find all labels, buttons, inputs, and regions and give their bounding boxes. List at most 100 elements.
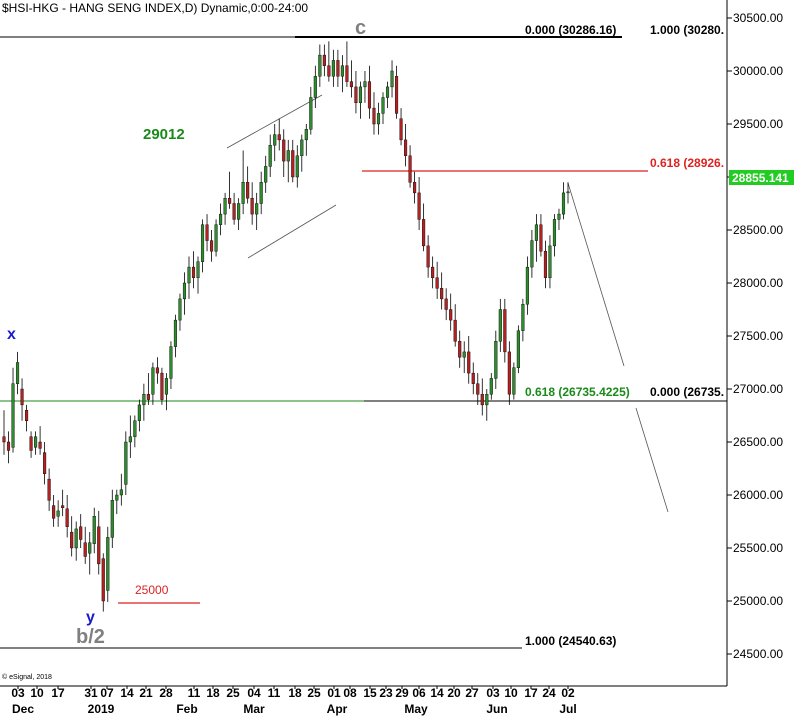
candle	[259, 171, 263, 215]
x-day-label: 03	[486, 686, 500, 700]
candle-body	[61, 505, 65, 508]
candle	[268, 134, 272, 177]
candle	[507, 341, 511, 405]
candle	[349, 60, 353, 98]
candle	[494, 330, 498, 389]
candle	[110, 489, 114, 548]
candle-body	[142, 394, 146, 406]
candle-body	[155, 367, 159, 374]
candle	[489, 373, 493, 400]
candle-body	[422, 219, 426, 247]
x-day-label: 14	[120, 686, 134, 700]
x-day-label: 11	[188, 686, 201, 700]
candle	[485, 389, 489, 421]
candle-body	[543, 250, 547, 278]
y-tick-label: 26000.00	[733, 488, 783, 502]
candle-body	[561, 192, 566, 215]
candle-body	[228, 197, 232, 204]
candle-body	[440, 288, 444, 300]
x-day-label: 17	[524, 686, 538, 700]
candle-body	[417, 192, 421, 220]
candle	[503, 298, 507, 363]
candle	[228, 171, 232, 209]
candle-body	[119, 489, 123, 496]
candle	[74, 521, 78, 561]
candle	[88, 532, 92, 575]
candle	[512, 362, 516, 400]
candle	[422, 203, 426, 252]
candle	[164, 373, 168, 411]
candle	[223, 192, 227, 225]
candle	[146, 373, 150, 405]
candle-body	[548, 245, 552, 278]
candle-body	[372, 107, 376, 125]
y-tick-label: 29500.00	[733, 117, 783, 131]
candle-body	[6, 441, 11, 451]
candle	[543, 240, 547, 289]
candle	[376, 102, 381, 135]
y-tick-label: 24500.00	[733, 647, 783, 661]
candle-body	[534, 224, 538, 241]
candle	[304, 124, 308, 156]
x-day-label: 24	[542, 686, 556, 700]
candle-body	[327, 65, 331, 77]
candle-body	[476, 383, 480, 395]
candle-body	[43, 452, 47, 475]
candle	[372, 92, 376, 135]
candle	[322, 44, 326, 77]
candle-body	[160, 372, 164, 400]
x-day-label: 20	[447, 686, 461, 700]
candle	[187, 256, 191, 299]
candle	[20, 378, 24, 421]
candle	[435, 261, 439, 299]
candle-body	[313, 76, 317, 98]
candle	[155, 357, 159, 384]
candle-body	[390, 70, 394, 88]
candle-body	[431, 266, 435, 278]
candle	[390, 60, 394, 98]
candle	[277, 118, 281, 151]
candle	[264, 155, 268, 193]
candle-body	[467, 351, 471, 374]
candle	[453, 304, 457, 347]
candle-body	[2, 436, 6, 443]
candle-body	[173, 319, 178, 347]
last-price-label: 28855.141	[732, 171, 789, 185]
candle-body	[15, 362, 20, 384]
candle-body	[408, 155, 412, 183]
candle-body	[336, 60, 340, 77]
candle	[313, 65, 317, 109]
candle-body	[191, 266, 196, 278]
candle-body	[286, 150, 290, 162]
candle-body	[273, 134, 277, 146]
candle-body	[214, 224, 218, 252]
x-month-label: Dec	[12, 702, 34, 716]
y-tick-label: 28000.00	[733, 276, 783, 290]
x-month-label: May	[404, 702, 428, 716]
candle	[552, 214, 557, 257]
x-month-label: Jul	[559, 702, 576, 716]
candle	[178, 293, 182, 331]
candle	[273, 124, 277, 162]
candle-body	[25, 410, 29, 422]
candle-body	[404, 139, 408, 156]
candle	[101, 553, 105, 612]
candle	[449, 293, 453, 331]
projection-line-1	[567, 182, 625, 367]
candle	[115, 489, 119, 515]
candle-body	[34, 436, 38, 448]
candle-body	[92, 516, 96, 544]
candle	[566, 182, 570, 204]
candle	[291, 139, 295, 183]
candle-body	[47, 478, 51, 501]
candle	[92, 507, 96, 554]
candle	[534, 214, 538, 262]
candle	[331, 49, 335, 87]
candle-body	[376, 113, 381, 125]
candle-body	[282, 139, 286, 162]
candle-body	[246, 182, 250, 199]
x-axis-day-labels: 03 10 17 31 07 14 21 28 11 18 25 04 11 18 25 01 08 15 23 29…	[11, 686, 575, 700]
x-day-label: 31	[84, 686, 98, 700]
candle-body	[88, 542, 92, 554]
